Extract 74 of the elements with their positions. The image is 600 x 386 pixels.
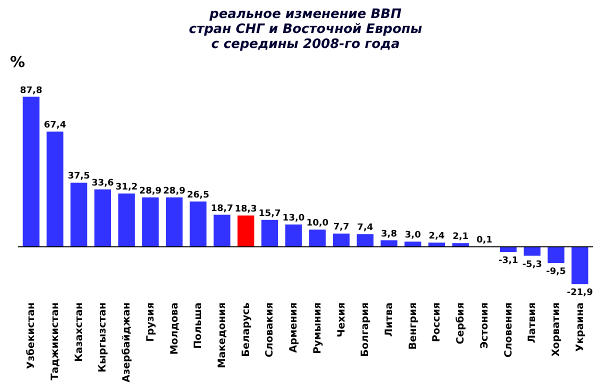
y-axis-title: % bbox=[10, 53, 26, 71]
bar bbox=[332, 234, 350, 247]
data-label: 33,6 bbox=[92, 178, 114, 188]
bar bbox=[166, 197, 183, 247]
x-tick-label: Венгрия bbox=[408, 302, 419, 350]
data-label: 18,3 bbox=[234, 204, 257, 214]
data-label: 28,9 bbox=[139, 186, 162, 196]
x-tick-label: Хорватия bbox=[551, 302, 562, 357]
text: реальное изменение ВВП bbox=[210, 7, 402, 22]
bar bbox=[452, 243, 469, 247]
x-tick-label: Азербайджан bbox=[122, 302, 133, 382]
bar bbox=[380, 240, 398, 247]
data-label: 87,8 bbox=[20, 86, 42, 96]
data-label: 15,7 bbox=[258, 208, 281, 219]
x-tick-label: Болгария bbox=[360, 302, 372, 357]
data-label: 0,1 bbox=[476, 236, 492, 246]
x-tick-label: Словакия bbox=[264, 302, 276, 358]
data-label: 10,0 bbox=[306, 218, 329, 229]
bar bbox=[238, 215, 254, 247]
bar bbox=[70, 182, 88, 247]
data-label: -3,1 bbox=[498, 256, 518, 266]
x-tick-label: Чехия bbox=[336, 302, 348, 338]
data-label: 7,4 bbox=[357, 223, 374, 234]
x-tick-label: Македония bbox=[216, 302, 228, 368]
x-tick-label: Армения bbox=[288, 302, 300, 353]
x-tick-label: Россия bbox=[432, 302, 443, 342]
text: с середины 2008-го года bbox=[211, 37, 400, 52]
x-tick-label: Словения bbox=[503, 302, 514, 358]
bar bbox=[46, 132, 64, 247]
x-tick-label: Литва bbox=[384, 302, 396, 337]
data-label: -21,9 bbox=[566, 288, 593, 298]
bar bbox=[572, 246, 588, 284]
data-label: 3,0 bbox=[404, 230, 421, 241]
bar bbox=[524, 246, 541, 256]
data-label: 67,4 bbox=[44, 120, 66, 131]
data-label: 3,8 bbox=[381, 229, 397, 240]
bar bbox=[309, 230, 326, 247]
bar bbox=[548, 246, 564, 263]
data-label: 28,9 bbox=[163, 186, 186, 196]
bar bbox=[428, 242, 446, 247]
x-tick-label: Грузия bbox=[145, 302, 156, 342]
data-label: 18,7 bbox=[210, 204, 234, 214]
data-label: -5,3 bbox=[522, 260, 542, 270]
bar bbox=[94, 189, 112, 247]
data-label: 7,7 bbox=[333, 222, 350, 233]
data-label: 31,2 bbox=[115, 182, 138, 192]
bar bbox=[285, 224, 302, 247]
data-label: 2,4 bbox=[428, 232, 445, 242]
x-tick-label: Украина bbox=[574, 302, 586, 352]
bar bbox=[22, 96, 40, 247]
data-label: 13,0 bbox=[282, 214, 305, 224]
x-tick-label: Беларусь bbox=[240, 302, 252, 357]
x-tick-label: Эстония bbox=[479, 302, 490, 349]
data-label: 2,1 bbox=[452, 232, 469, 242]
x-tick-label: Узбекистан bbox=[26, 302, 38, 369]
x-tick-label: Румыния bbox=[312, 302, 324, 354]
bar bbox=[142, 197, 159, 247]
bar bbox=[118, 193, 135, 247]
x-tick-label: Молдова bbox=[169, 302, 180, 355]
bar bbox=[356, 234, 374, 247]
data-label: 26,5 bbox=[187, 190, 210, 200]
bar bbox=[404, 242, 422, 247]
x-tick-label: Латвия bbox=[527, 302, 538, 344]
x-tick-label: Казахстан bbox=[74, 302, 85, 362]
x-tick-label: Польша bbox=[193, 302, 204, 349]
bar bbox=[214, 214, 230, 247]
text: стран СНГ и Восточной Европы bbox=[188, 22, 422, 37]
x-tick-label: Сербия bbox=[456, 302, 467, 344]
bar bbox=[261, 220, 278, 247]
data-label: 37,5 bbox=[68, 172, 90, 182]
data-label: -9,5 bbox=[546, 266, 566, 277]
bar bbox=[190, 201, 206, 247]
x-tick-label: Кыргызстан bbox=[98, 302, 109, 372]
x-tick-label: Таджикистан bbox=[50, 302, 61, 380]
